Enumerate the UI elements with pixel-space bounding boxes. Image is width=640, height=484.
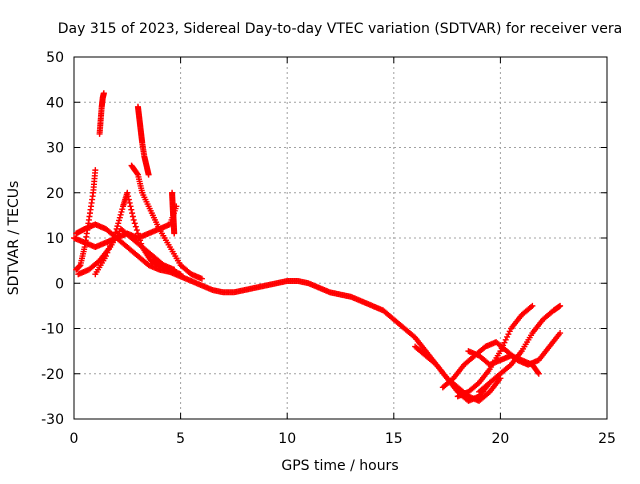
data-point <box>115 220 122 227</box>
y-tick-label: -20 <box>41 367 64 383</box>
y-tick-label: 0 <box>55 276 64 292</box>
data-point <box>124 189 131 196</box>
x-tick-label: 15 <box>385 431 403 447</box>
x-tick-label: 0 <box>70 431 79 447</box>
series-early-a <box>73 167 99 273</box>
data-point <box>557 330 564 337</box>
y-tick-label: 30 <box>46 141 64 157</box>
series-track-low <box>412 343 504 404</box>
data-point <box>535 370 542 377</box>
data-point <box>116 217 123 224</box>
y-tick-label: 50 <box>46 50 64 66</box>
series-spike-b <box>134 103 152 178</box>
y-tick-label: 40 <box>46 95 64 111</box>
data-point <box>198 275 205 282</box>
y-tick-label: -30 <box>41 412 64 428</box>
data-point <box>173 203 180 210</box>
data-point <box>134 230 141 237</box>
data-point <box>126 199 133 206</box>
x-tick-label: 10 <box>278 431 296 447</box>
data-point <box>112 229 119 236</box>
y-axis-label: SDTVAR / TECUs <box>6 181 22 296</box>
data-point <box>132 223 139 230</box>
data-point <box>130 216 137 223</box>
data-point <box>529 302 536 309</box>
data-point <box>119 206 126 213</box>
data-point <box>117 211 124 218</box>
data-point <box>136 233 143 240</box>
data-point <box>125 196 132 203</box>
chart-title: Day 315 of 2023, Sidereal Day-to-day VTE… <box>58 21 622 37</box>
series-track-mid <box>465 348 542 377</box>
data-point <box>129 210 136 217</box>
data-point <box>92 167 99 174</box>
x-tick-label: 25 <box>598 431 616 447</box>
data-point <box>534 369 541 376</box>
series-spike-a <box>96 90 107 137</box>
data-point <box>505 331 512 338</box>
x-axis-label: GPS time / hours <box>281 458 398 474</box>
tick-layer: 0 5 10 15 20 25 50 40 30 20 10 0 -10 -20 -30 <box>41 50 616 447</box>
grid-layer <box>74 57 607 419</box>
data-point <box>116 214 123 221</box>
data-point <box>134 170 141 177</box>
y-tick-label: -10 <box>41 322 64 338</box>
data-point <box>131 220 138 227</box>
data-point <box>557 302 564 309</box>
data-point <box>125 193 132 200</box>
data-point <box>504 333 511 340</box>
y-tick-label: 20 <box>46 186 64 202</box>
x-tick-label: 5 <box>176 431 185 447</box>
data-point <box>118 208 125 215</box>
series-track-main <box>73 221 493 404</box>
series-track-rise-b <box>476 302 564 395</box>
data-point <box>497 375 504 382</box>
x-tick-label: 20 <box>491 431 509 447</box>
series-early-e <box>75 225 178 278</box>
y-tick-label: 10 <box>46 231 64 247</box>
data-point <box>145 171 152 178</box>
data-point <box>128 206 135 213</box>
data-point <box>171 266 178 273</box>
data-point <box>129 213 136 220</box>
series-early-d <box>128 162 205 282</box>
marks-layer <box>71 90 564 404</box>
data-point <box>133 227 140 234</box>
data-point <box>177 271 184 278</box>
data-point <box>502 336 509 343</box>
data-point <box>114 223 121 230</box>
data-point <box>100 90 107 97</box>
data-point <box>127 203 134 210</box>
data-point <box>171 230 178 237</box>
